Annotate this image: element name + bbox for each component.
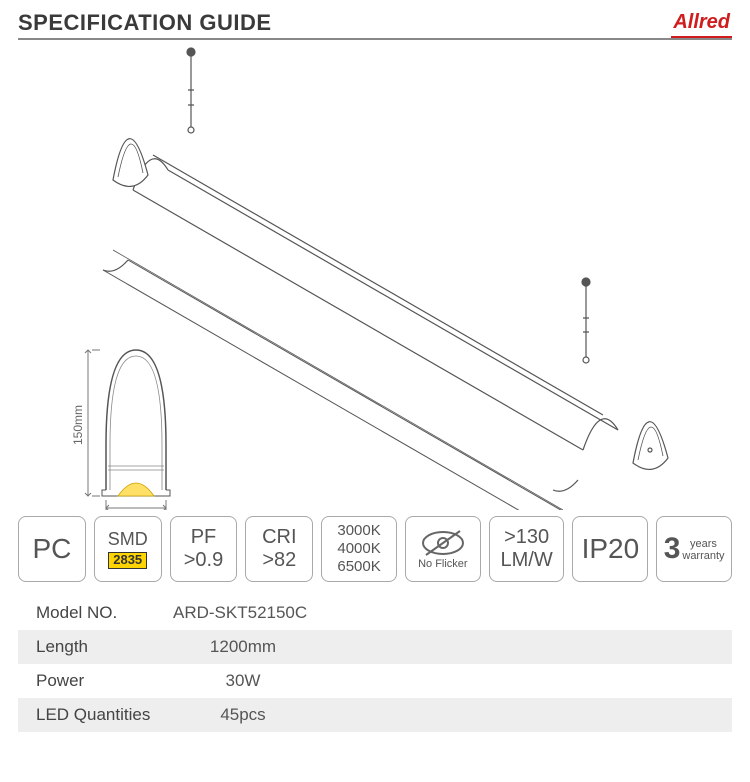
spec-row: Length1200mm [18,630,732,664]
brand-logo: Allred [671,11,732,38]
badge-ip: IP20 [572,516,648,582]
spec-value: 30W [163,671,323,691]
badge-strip: PCSMD2835PF>0.9CRI>823000K4000K6500KNo F… [18,516,732,582]
badge-warranty: 3yearswarranty [656,516,732,582]
header: SPECIFICATION GUIDE Allred [18,10,732,40]
spec-table: Model NO.ARD-SKT52150CLength1200mmPower3… [18,596,732,732]
badge-lmw: >130LM/W [489,516,565,582]
spec-label: LED Quantities [18,705,163,725]
spec-value: ARD-SKT52150C [163,603,307,623]
spec-row: Model NO.ARD-SKT52150C [18,596,732,630]
badge-noflicker: No Flicker [405,516,481,582]
page-title: SPECIFICATION GUIDE [18,10,272,36]
spec-label: Model NO. [18,603,163,623]
dim-height: 150mm [71,405,85,445]
spec-label: Length [18,637,163,657]
spec-value: 45pcs [163,705,323,725]
badge-cct: 3000K4000K6500K [321,516,397,582]
product-diagram: 150mm 52mm [18,40,732,510]
spec-row: Power30W [18,664,732,698]
cross-section: 150mm 52mm [71,350,170,510]
spec-value: 1200mm [163,637,323,657]
no-flicker-icon [420,528,466,558]
spec-row: LED Quantities45pcs [18,698,732,732]
badge-smd: SMD2835 [94,516,162,582]
badge-pc: PC [18,516,86,582]
spec-label: Power [18,671,163,691]
badge-cri: CRI>82 [245,516,313,582]
badge-pf: PF>0.9 [170,516,238,582]
